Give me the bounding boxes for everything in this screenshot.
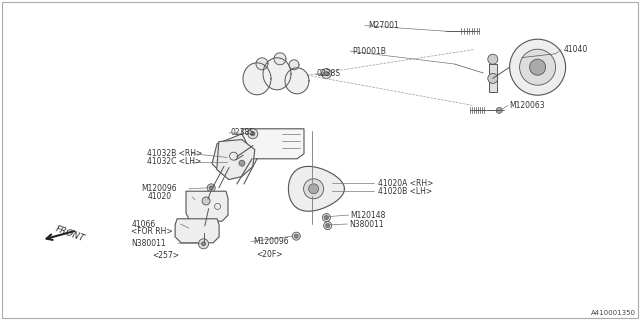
Circle shape xyxy=(209,186,213,190)
Text: M120096: M120096 xyxy=(141,184,177,193)
Text: N380011: N380011 xyxy=(131,239,166,248)
Text: 41020: 41020 xyxy=(147,192,172,201)
Text: 41032B <RH>: 41032B <RH> xyxy=(147,149,202,158)
Text: P10001B: P10001B xyxy=(352,47,386,56)
Polygon shape xyxy=(274,53,286,65)
Text: <FOR RH>: <FOR RH> xyxy=(131,227,173,236)
Polygon shape xyxy=(217,140,255,180)
Text: 0238S: 0238S xyxy=(230,128,255,137)
Polygon shape xyxy=(175,219,219,243)
Text: <20F>: <20F> xyxy=(256,250,282,259)
Circle shape xyxy=(248,129,258,139)
Polygon shape xyxy=(289,166,344,211)
Polygon shape xyxy=(186,191,228,221)
Circle shape xyxy=(239,160,245,166)
Circle shape xyxy=(324,72,328,76)
Circle shape xyxy=(292,232,300,240)
Circle shape xyxy=(509,39,566,95)
Text: A410001350: A410001350 xyxy=(591,310,636,316)
Polygon shape xyxy=(256,58,268,70)
Text: 41020B <LH>: 41020B <LH> xyxy=(378,187,432,196)
Polygon shape xyxy=(242,129,304,159)
Text: M120148: M120148 xyxy=(351,211,386,220)
Circle shape xyxy=(488,73,498,84)
Text: 41066: 41066 xyxy=(131,220,156,228)
Polygon shape xyxy=(289,60,299,70)
Circle shape xyxy=(530,59,545,75)
Circle shape xyxy=(202,197,210,205)
Text: 41032C <LH>: 41032C <LH> xyxy=(147,157,202,166)
Polygon shape xyxy=(489,64,497,92)
Circle shape xyxy=(496,108,502,113)
Circle shape xyxy=(308,184,319,194)
Text: N380011: N380011 xyxy=(349,220,383,228)
Circle shape xyxy=(520,49,556,85)
Text: M27001: M27001 xyxy=(368,21,399,30)
Circle shape xyxy=(207,184,215,192)
Circle shape xyxy=(324,216,328,220)
Circle shape xyxy=(303,179,324,199)
Circle shape xyxy=(326,224,330,228)
Text: <257>: <257> xyxy=(152,252,179,260)
Circle shape xyxy=(323,214,330,222)
Polygon shape xyxy=(285,68,309,94)
Circle shape xyxy=(324,222,332,230)
Polygon shape xyxy=(212,134,247,174)
Circle shape xyxy=(198,239,209,249)
Circle shape xyxy=(202,242,205,246)
Text: 41020A <RH>: 41020A <RH> xyxy=(378,179,433,188)
Text: M120096: M120096 xyxy=(253,237,289,246)
Text: 41040: 41040 xyxy=(563,45,588,54)
Circle shape xyxy=(294,234,298,238)
Polygon shape xyxy=(263,58,291,90)
Circle shape xyxy=(321,68,332,79)
Circle shape xyxy=(251,132,255,136)
Text: FRONT: FRONT xyxy=(54,224,86,243)
Circle shape xyxy=(488,54,498,64)
Text: M120063: M120063 xyxy=(509,101,545,110)
Text: 0238S: 0238S xyxy=(317,69,341,78)
Polygon shape xyxy=(243,63,271,95)
